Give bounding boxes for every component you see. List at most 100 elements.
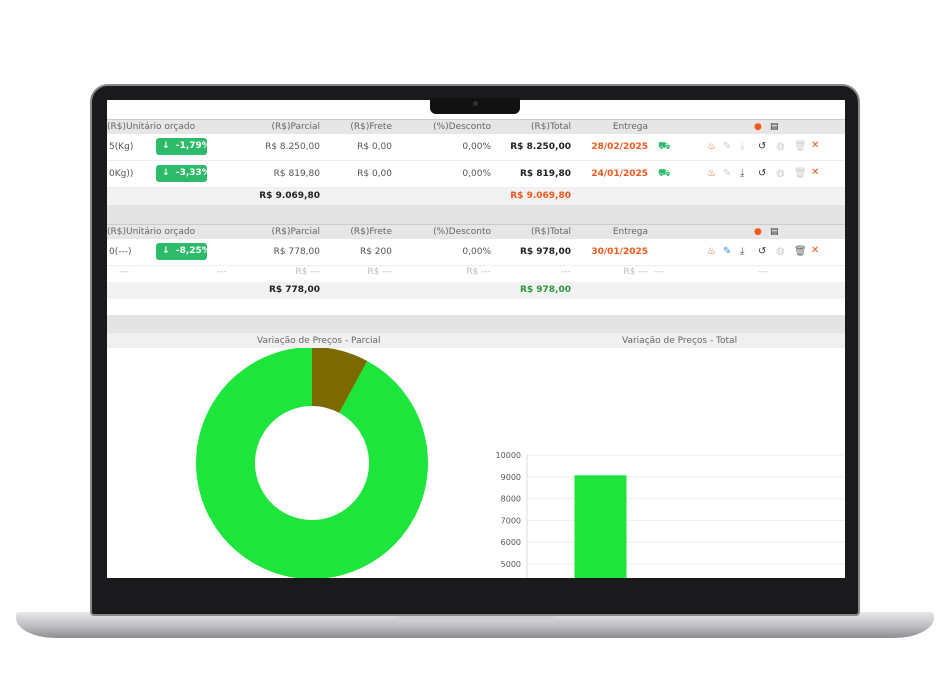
frete-cell: R$ 200 xyxy=(359,247,392,257)
fire-icon[interactable]: ♨ xyxy=(707,168,716,179)
close-icon[interactable]: ✕ xyxy=(811,167,820,178)
col-frete: (R$)Frete xyxy=(350,227,392,237)
col-unit: (R$)Unitário orçado xyxy=(107,227,196,237)
frete-cell: R$ 0,00 xyxy=(357,142,392,152)
download-icon[interactable]: ⤓ xyxy=(740,168,745,179)
y-tick-label: 9000 xyxy=(501,473,521,482)
download-icon[interactable]: ⤓ xyxy=(740,246,745,257)
unit-cell: 5(Kg) xyxy=(109,142,134,152)
table-header: (R$)Unitário orçado (R$)Parcial (R$)Fret… xyxy=(107,224,845,239)
col-entrega: Entrega xyxy=(612,227,648,237)
col-total: (R$)Total xyxy=(530,122,571,132)
laptop-base-notch xyxy=(398,612,554,622)
document-icon[interactable]: ▤ xyxy=(770,122,779,132)
total-cell: R$ 978,00 xyxy=(519,247,571,257)
close-icon[interactable]: ✕ xyxy=(811,245,820,256)
empty-cell: --- xyxy=(561,267,571,277)
y-tick-label: 7000 xyxy=(501,516,521,525)
arrow-down-icon: ↓ xyxy=(162,246,170,256)
arrow-down-icon: ↓ xyxy=(162,168,170,178)
parcial-cell: R$ 778,00 xyxy=(273,247,320,257)
cart-icon[interactable]: ⛟ xyxy=(658,168,671,179)
cart-icon[interactable]: ⛟ xyxy=(658,141,671,152)
globe-icon[interactable]: ◍ xyxy=(776,168,785,179)
variation-value: -3,33% xyxy=(175,168,211,178)
unit-cell: 0Kg)) xyxy=(109,169,134,179)
empty-cell: R$ --- xyxy=(367,267,392,277)
trash-icon[interactable]: 🗑 xyxy=(794,141,807,152)
frete-cell: R$ 0,00 xyxy=(357,169,392,179)
desconto-cell: 0,00% xyxy=(462,169,491,179)
download-icon[interactable]: ⤓ xyxy=(740,141,745,152)
empty-cell: --- xyxy=(217,267,227,277)
entrega-cell: 28/02/2025 xyxy=(591,142,648,152)
globe-icon[interactable]: ◍ xyxy=(776,246,785,257)
total-total: R$ 9.069,80 xyxy=(510,191,571,201)
desconto-cell: 0,00% xyxy=(462,247,491,257)
table-row: 5(Kg) ↓ -1,79% R$ 8.250,00 R$ 0,00 0,00%… xyxy=(107,134,845,161)
desconto-cell: 0,00% xyxy=(462,142,491,152)
empty-cell: R$ --- xyxy=(295,267,320,277)
col-parcial: (R$)Parcial xyxy=(271,227,320,237)
col-desconto: (%)Desconto xyxy=(433,227,491,237)
edit-icon[interactable]: ✎ xyxy=(723,168,732,179)
empty-cell: R$ --- xyxy=(623,267,648,277)
trash-icon[interactable]: 🗑 xyxy=(794,246,807,257)
fire-icon[interactable]: ● xyxy=(754,227,762,237)
parcial-cell: R$ 8.250,00 xyxy=(265,142,320,152)
y-tick-label: 5000 xyxy=(501,560,521,569)
col-entrega: Entrega xyxy=(612,122,648,132)
total-parcial: R$ 778,00 xyxy=(268,285,320,295)
col-unit: (R$)Unitário orçado xyxy=(107,122,196,132)
variation-badge: ↓ -1,79% xyxy=(156,138,211,155)
pie-slice[interactable] xyxy=(196,348,428,578)
chart-title-bar xyxy=(107,333,845,348)
entrega-cell: 24/01/2025 xyxy=(591,169,648,179)
arrow-down-icon: ↓ xyxy=(162,141,170,151)
empty-cell: --- xyxy=(654,267,664,277)
table-totals: R$ 778,00 R$ 978,00 xyxy=(107,282,845,299)
entrega-cell: 30/01/2025 xyxy=(591,247,648,257)
empty-cell: --- xyxy=(119,267,129,277)
camera-notch xyxy=(430,98,520,114)
history-icon[interactable]: ↺ xyxy=(758,168,767,179)
fire-icon[interactable]: ♨ xyxy=(707,246,716,257)
total-cell: R$ 8.250,00 xyxy=(510,142,571,152)
table-header: (R$)Unitário orçado (R$)Parcial (R$)Fret… xyxy=(107,119,845,134)
edit-icon[interactable]: ✎ xyxy=(723,246,732,257)
fire-icon[interactable]: ● xyxy=(754,122,762,132)
history-icon[interactable]: ↺ xyxy=(758,141,767,152)
y-tick-label: 8000 xyxy=(501,495,521,504)
edit-icon[interactable]: ✎ xyxy=(723,141,732,152)
col-total: (R$)Total xyxy=(530,227,571,237)
table-row: 0Kg)) ↓ -3,33% R$ 819,80 R$ 0,00 0,00% R… xyxy=(107,161,845,188)
trash-icon[interactable]: 🗑 xyxy=(794,168,807,179)
col-parcial: (R$)Parcial xyxy=(271,122,320,132)
parcial-cell: R$ 819,80 xyxy=(273,169,320,179)
empty-cell: --- xyxy=(758,267,768,277)
camera xyxy=(473,101,478,106)
total-cell: R$ 819,80 xyxy=(519,169,571,179)
variation-value: -1,79% xyxy=(175,141,211,151)
total-parcial: R$ 9.069,80 xyxy=(259,191,320,201)
empty-cell: R$ --- xyxy=(466,267,491,277)
table-totals: R$ 9.069,80 R$ 9.069,80 xyxy=(107,188,845,205)
pie-slice[interactable] xyxy=(312,348,368,413)
col-desconto: (%)Desconto xyxy=(433,122,491,132)
unit-cell: 0(---) xyxy=(109,247,132,257)
document-icon[interactable]: ▤ xyxy=(770,227,779,237)
charts-svg: 0100020003000400050006000700080009000100… xyxy=(196,348,845,578)
pie-title: Variação de Preços - Parcial xyxy=(257,336,381,346)
table-row: 0(---) ↓ -8,25% R$ 778,00 R$ 200 0,00% R… xyxy=(107,239,845,266)
variation-badge: ↓ -3,33% xyxy=(156,165,211,182)
separator xyxy=(107,315,845,333)
fire-icon[interactable]: ♨ xyxy=(707,141,716,152)
close-icon[interactable]: ✕ xyxy=(811,140,820,151)
col-frete: (R$)Frete xyxy=(350,122,392,132)
bar[interactable] xyxy=(574,475,627,578)
total-total: R$ 978,00 xyxy=(519,285,571,295)
globe-icon[interactable]: ◍ xyxy=(776,141,785,152)
y-tick-label: 10000 xyxy=(496,451,521,460)
screen: (R$)Unitário orçado (R$)Parcial (R$)Fret… xyxy=(107,100,845,578)
history-icon[interactable]: ↺ xyxy=(758,246,767,257)
